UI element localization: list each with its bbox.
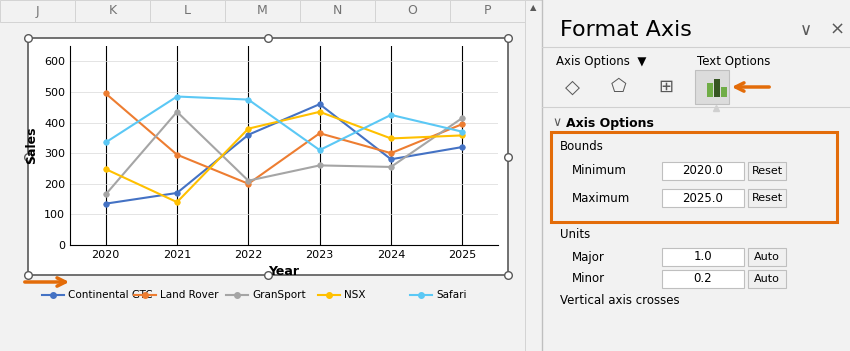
- Text: Format Axis: Format Axis: [560, 20, 692, 40]
- Bar: [225, 0, 300, 22]
- Text: ∨: ∨: [552, 117, 561, 130]
- Text: Reset: Reset: [751, 193, 783, 203]
- Bar: [748, 270, 786, 288]
- Bar: [707, 83, 713, 97]
- Text: 2020.0: 2020.0: [683, 165, 723, 178]
- Text: Minor: Minor: [572, 272, 605, 285]
- Bar: [748, 248, 786, 266]
- Text: ▲: ▲: [530, 4, 536, 13]
- Bar: [695, 70, 729, 104]
- Bar: [75, 0, 150, 22]
- Text: M: M: [257, 5, 268, 18]
- Text: Reset: Reset: [751, 166, 783, 176]
- Text: Major: Major: [572, 251, 605, 264]
- Text: Text Options: Text Options: [697, 55, 770, 68]
- Bar: [150, 0, 225, 22]
- Text: 2025.0: 2025.0: [683, 192, 723, 205]
- Text: Continental GTC: Continental GTC: [68, 290, 153, 300]
- Bar: [662, 248, 744, 266]
- Text: Axis Options  ▼: Axis Options ▼: [556, 55, 646, 68]
- Text: Auto: Auto: [754, 252, 780, 262]
- Y-axis label: Sales: Sales: [26, 127, 38, 164]
- Text: GranSport: GranSport: [252, 290, 306, 300]
- Bar: [721, 87, 727, 97]
- Text: J: J: [36, 5, 39, 18]
- Text: ⊞: ⊞: [659, 78, 673, 96]
- Text: Vertical axis crosses: Vertical axis crosses: [560, 294, 680, 307]
- Bar: [450, 0, 525, 22]
- Bar: [714, 79, 720, 97]
- Text: Safari: Safari: [436, 290, 467, 300]
- Text: ⬠: ⬠: [611, 78, 626, 96]
- Text: 1.0: 1.0: [694, 251, 712, 264]
- Text: Maximum: Maximum: [572, 192, 630, 205]
- Text: Land Rover: Land Rover: [160, 290, 218, 300]
- Bar: [300, 0, 375, 22]
- Text: Bounds: Bounds: [560, 139, 603, 152]
- Bar: [748, 162, 786, 180]
- Text: Minimum: Minimum: [572, 165, 626, 178]
- Text: O: O: [407, 5, 417, 18]
- Text: ∨: ∨: [800, 21, 812, 39]
- Text: N: N: [333, 5, 343, 18]
- Text: NSX: NSX: [344, 290, 366, 300]
- Text: Auto: Auto: [754, 274, 780, 284]
- Text: Axis Options: Axis Options: [566, 117, 654, 130]
- Text: L: L: [184, 5, 191, 18]
- Text: 0.2: 0.2: [694, 272, 712, 285]
- Bar: [525, 0, 542, 351]
- Text: K: K: [109, 5, 116, 18]
- Text: P: P: [484, 5, 491, 18]
- X-axis label: Year: Year: [269, 265, 299, 278]
- Bar: [375, 0, 450, 22]
- Bar: [28, 38, 508, 275]
- Bar: [748, 189, 786, 207]
- Bar: [662, 189, 744, 207]
- Text: Units: Units: [560, 229, 590, 241]
- Text: ◇: ◇: [564, 78, 580, 97]
- FancyBboxPatch shape: [551, 132, 837, 222]
- Bar: [0, 0, 75, 22]
- Text: ×: ×: [830, 21, 845, 39]
- Bar: [662, 162, 744, 180]
- Bar: [662, 270, 744, 288]
